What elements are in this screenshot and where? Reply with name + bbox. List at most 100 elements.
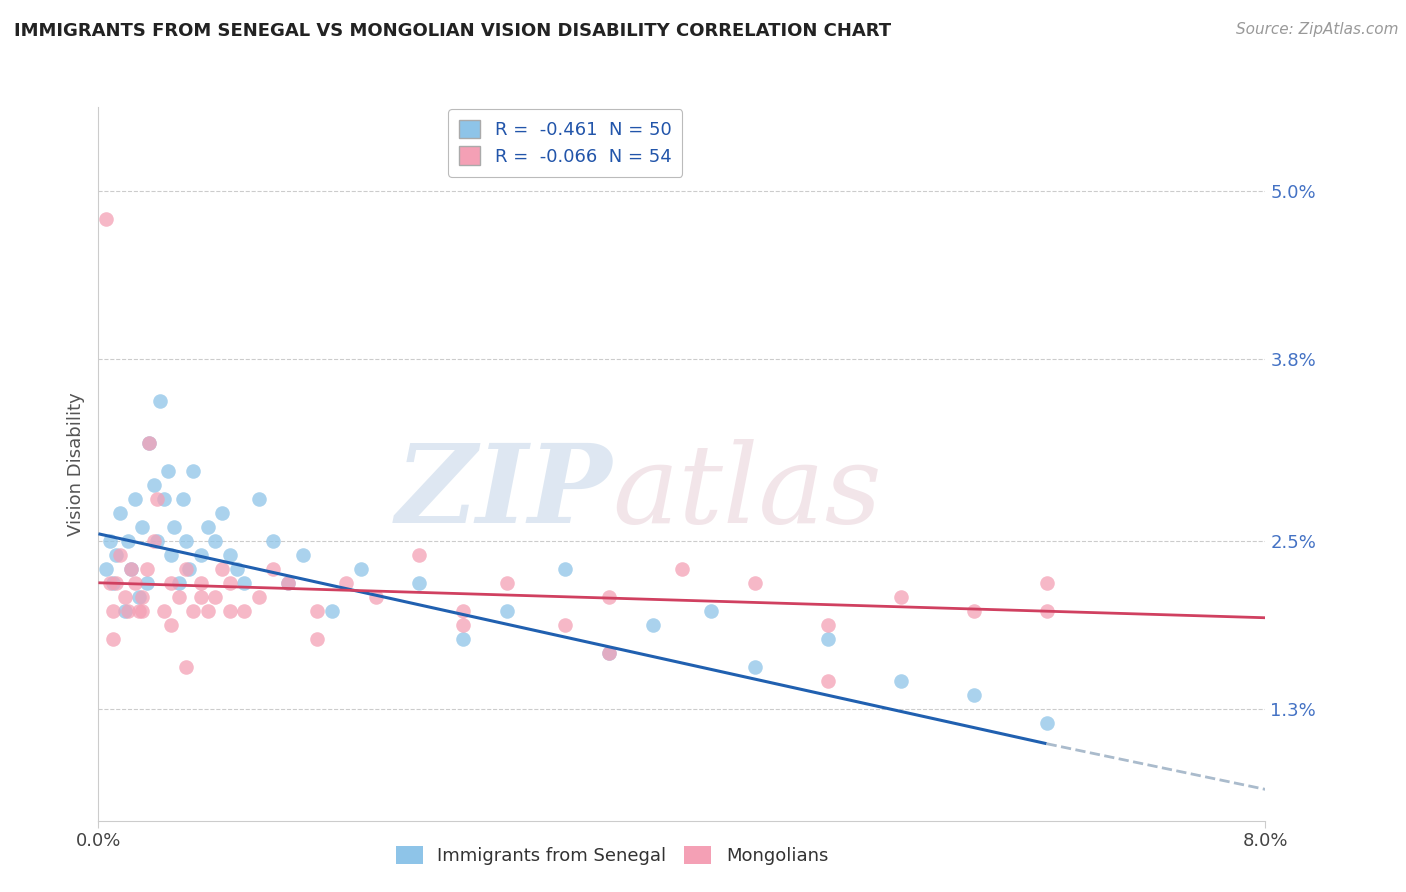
Point xyxy=(124,491,146,506)
Point xyxy=(135,575,157,590)
Point xyxy=(962,688,984,702)
Point xyxy=(1035,604,1057,618)
Point xyxy=(364,590,387,604)
Point xyxy=(817,617,839,632)
Point xyxy=(233,575,256,590)
Point xyxy=(153,604,176,618)
Point xyxy=(350,562,373,576)
Point xyxy=(94,562,117,576)
Point xyxy=(1035,715,1057,730)
Point xyxy=(408,575,430,590)
Text: atlas: atlas xyxy=(612,439,882,546)
Point xyxy=(181,604,204,618)
Point xyxy=(1035,575,1057,590)
Point xyxy=(131,590,153,604)
Point xyxy=(114,604,136,618)
Point xyxy=(160,575,183,590)
Point xyxy=(114,590,136,604)
Point xyxy=(117,604,139,618)
Point xyxy=(598,646,620,660)
Point xyxy=(641,617,664,632)
Point xyxy=(177,562,200,576)
Point xyxy=(124,575,146,590)
Point xyxy=(204,590,226,604)
Point xyxy=(131,520,153,534)
Point xyxy=(890,673,912,688)
Point xyxy=(190,548,212,562)
Point xyxy=(211,562,233,576)
Text: Source: ZipAtlas.com: Source: ZipAtlas.com xyxy=(1236,22,1399,37)
Point xyxy=(142,533,165,548)
Point xyxy=(744,659,766,673)
Point xyxy=(174,533,197,548)
Point xyxy=(135,562,157,576)
Point xyxy=(307,604,329,618)
Point xyxy=(167,590,190,604)
Point xyxy=(197,604,219,618)
Point xyxy=(744,575,766,590)
Point xyxy=(160,617,183,632)
Point xyxy=(98,533,121,548)
Point xyxy=(120,562,142,576)
Point xyxy=(104,575,127,590)
Y-axis label: Vision Disability: Vision Disability xyxy=(66,392,84,536)
Text: IMMIGRANTS FROM SENEGAL VS MONGOLIAN VISION DISABILITY CORRELATION CHART: IMMIGRANTS FROM SENEGAL VS MONGOLIAN VIS… xyxy=(14,22,891,40)
Point xyxy=(554,562,576,576)
Point xyxy=(146,533,169,548)
Point xyxy=(307,632,329,646)
Point xyxy=(101,575,124,590)
Point xyxy=(142,478,165,492)
Point xyxy=(226,562,249,576)
Point xyxy=(131,604,153,618)
Point xyxy=(197,520,219,534)
Point xyxy=(291,548,314,562)
Point xyxy=(817,632,839,646)
Point xyxy=(117,533,139,548)
Point xyxy=(128,604,150,618)
Point xyxy=(101,632,124,646)
Point xyxy=(172,491,194,506)
Point xyxy=(247,491,270,506)
Point xyxy=(598,646,620,660)
Point xyxy=(163,520,186,534)
Point xyxy=(204,533,226,548)
Point xyxy=(233,604,256,618)
Point xyxy=(157,464,180,478)
Point xyxy=(700,604,723,618)
Point xyxy=(451,617,474,632)
Point xyxy=(451,604,474,618)
Point xyxy=(321,604,343,618)
Point xyxy=(211,506,233,520)
Point xyxy=(160,548,183,562)
Point xyxy=(128,590,150,604)
Legend: Immigrants from Senegal, Mongolians: Immigrants from Senegal, Mongolians xyxy=(388,838,835,872)
Text: ZIP: ZIP xyxy=(395,439,612,546)
Point xyxy=(218,604,240,618)
Point xyxy=(890,590,912,604)
Point xyxy=(110,548,132,562)
Point xyxy=(146,491,169,506)
Point xyxy=(495,604,517,618)
Point xyxy=(598,590,620,604)
Point xyxy=(101,604,124,618)
Point xyxy=(190,590,212,604)
Point xyxy=(110,506,132,520)
Point xyxy=(174,659,197,673)
Point xyxy=(408,548,430,562)
Point xyxy=(104,548,127,562)
Point xyxy=(167,575,190,590)
Point xyxy=(181,464,204,478)
Point xyxy=(138,435,160,450)
Point xyxy=(962,604,984,618)
Point xyxy=(120,562,142,576)
Point xyxy=(262,562,284,576)
Point xyxy=(94,211,117,226)
Point xyxy=(190,575,212,590)
Point xyxy=(554,617,576,632)
Point xyxy=(451,632,474,646)
Point xyxy=(495,575,517,590)
Point xyxy=(277,575,299,590)
Point xyxy=(153,491,176,506)
Point xyxy=(277,575,299,590)
Point xyxy=(98,575,121,590)
